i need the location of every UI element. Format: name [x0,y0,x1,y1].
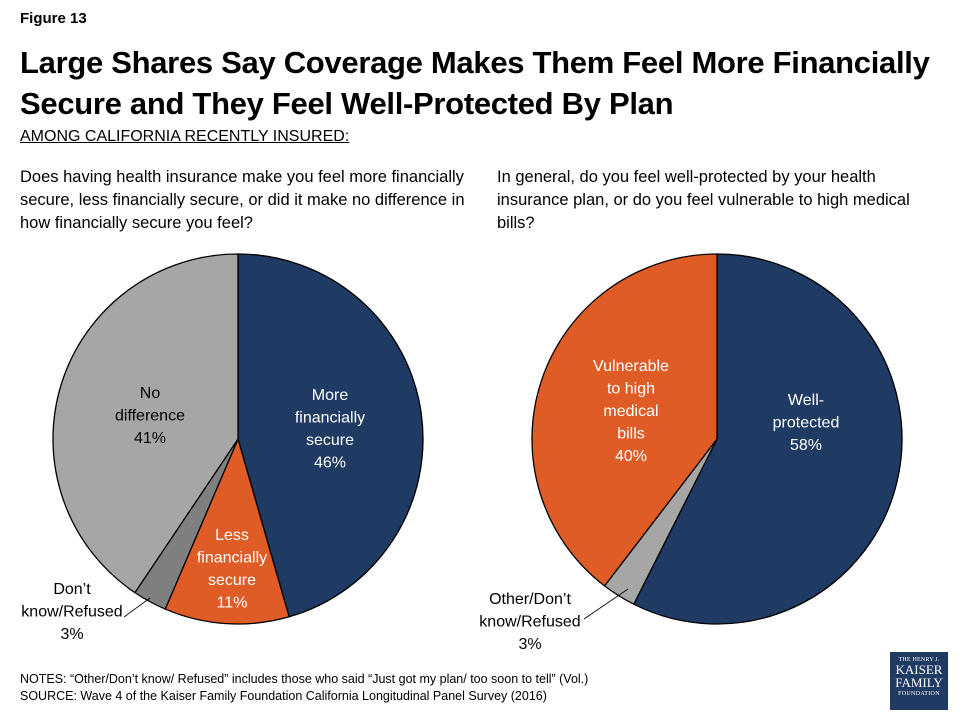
pie1-label-line: financially [197,550,267,567]
pie2-label-vulnerable-to-high-medical-bills: Vulnerable to high medical bills 40% [593,358,669,465]
pie2-pct-other-don-t-know-refused: 3% [518,636,541,653]
pie2-label-line: Well- [788,392,824,409]
pie2-label-line: know/Refused [479,614,580,631]
pie1-label-line: Don’t [53,581,91,598]
pie1-label-more-financially-secure: More financially secure 46% [295,387,365,472]
pie1-label-less-financially-secure: Less financially secure 11% [197,527,267,612]
footnotes: NOTES: “Other/Don’t know/ Refused” inclu… [20,671,588,705]
chart-title: Large Shares Say Coverage Makes Them Fee… [20,45,930,121]
pie1-slice-less-financially-secure [164,437,290,625]
pie2-pct-vulnerable-to-high-medical-bills: 40% [615,448,647,465]
pie1-label-line: Less [215,527,249,544]
pie2-label-line: Other/Don’t [489,591,571,608]
logo-line1: THE HENRY J. [898,657,940,663]
pie2-slice-vulnerable-to-high-medical-bills [531,253,718,587]
pie2-label-line: protected [773,415,840,432]
kff-logo: THE HENRY J. KAISER FAMILY FOUNDATION [890,652,948,710]
logo-line3: FAMILY [895,675,943,690]
pie1-leader-don-t-know-refused [123,597,151,618]
source-text: SOURCE: Wave 4 of the Kaiser Family Foun… [20,689,547,703]
logo-line4: FOUNDATION [898,691,940,697]
pie2-pct-well-protected: 58% [790,437,822,454]
pie1-slice-no-difference [52,253,239,594]
pie1-label-no-difference: No difference 41% [115,385,185,447]
pie2-label-line: Vulnerable [593,358,669,375]
pie2-leader-other-don-t-know-refused [583,588,629,620]
pie2-slice-well-protected [632,253,903,625]
pie1-pct-no-difference: 41% [134,430,166,447]
pie2-question: In general, do you feel well-protected b… [497,168,910,232]
pie2-label-line: to high [607,381,655,398]
pie1-question: Does having health insurance make you fe… [20,168,465,232]
logo-line2: KAISER [895,662,943,677]
pie1-label-line: difference [115,408,185,425]
pie1-slice-more-financially-secure [237,253,424,618]
pie1-pct-don-t-know-refused: 3% [60,626,83,643]
pie1-label-line: financially [295,410,365,427]
notes-text: NOTES: “Other/Don’t know/ Refused” inclu… [20,672,589,686]
pie1-pct-more-financially-secure: 46% [314,455,346,472]
pie1-label-line: secure [208,572,256,589]
pie2-label-line: bills [617,426,645,443]
chart-subtitle: AMONG CALIFORNIA RECENTLY INSURED: [20,128,350,145]
pie1-label-don-t-know-refused: Don’t know/Refused 3% [21,581,122,643]
pie1-label-line: know/Refused [21,604,122,621]
pie2-label-other-don-t-know-refused: Other/Don’t know/Refused 3% [479,591,580,653]
pie1-label-line: More [312,387,349,404]
pie2-label-line: medical [603,403,658,420]
pie2-label-well-protected: Well-protected 58% [773,392,840,454]
pie1-label-line: secure [306,432,354,449]
pie1-label-line: No [140,385,161,402]
pie1-pct-less-financially-secure: 11% [217,595,248,612]
figure-label: Figure 13 [20,10,87,27]
